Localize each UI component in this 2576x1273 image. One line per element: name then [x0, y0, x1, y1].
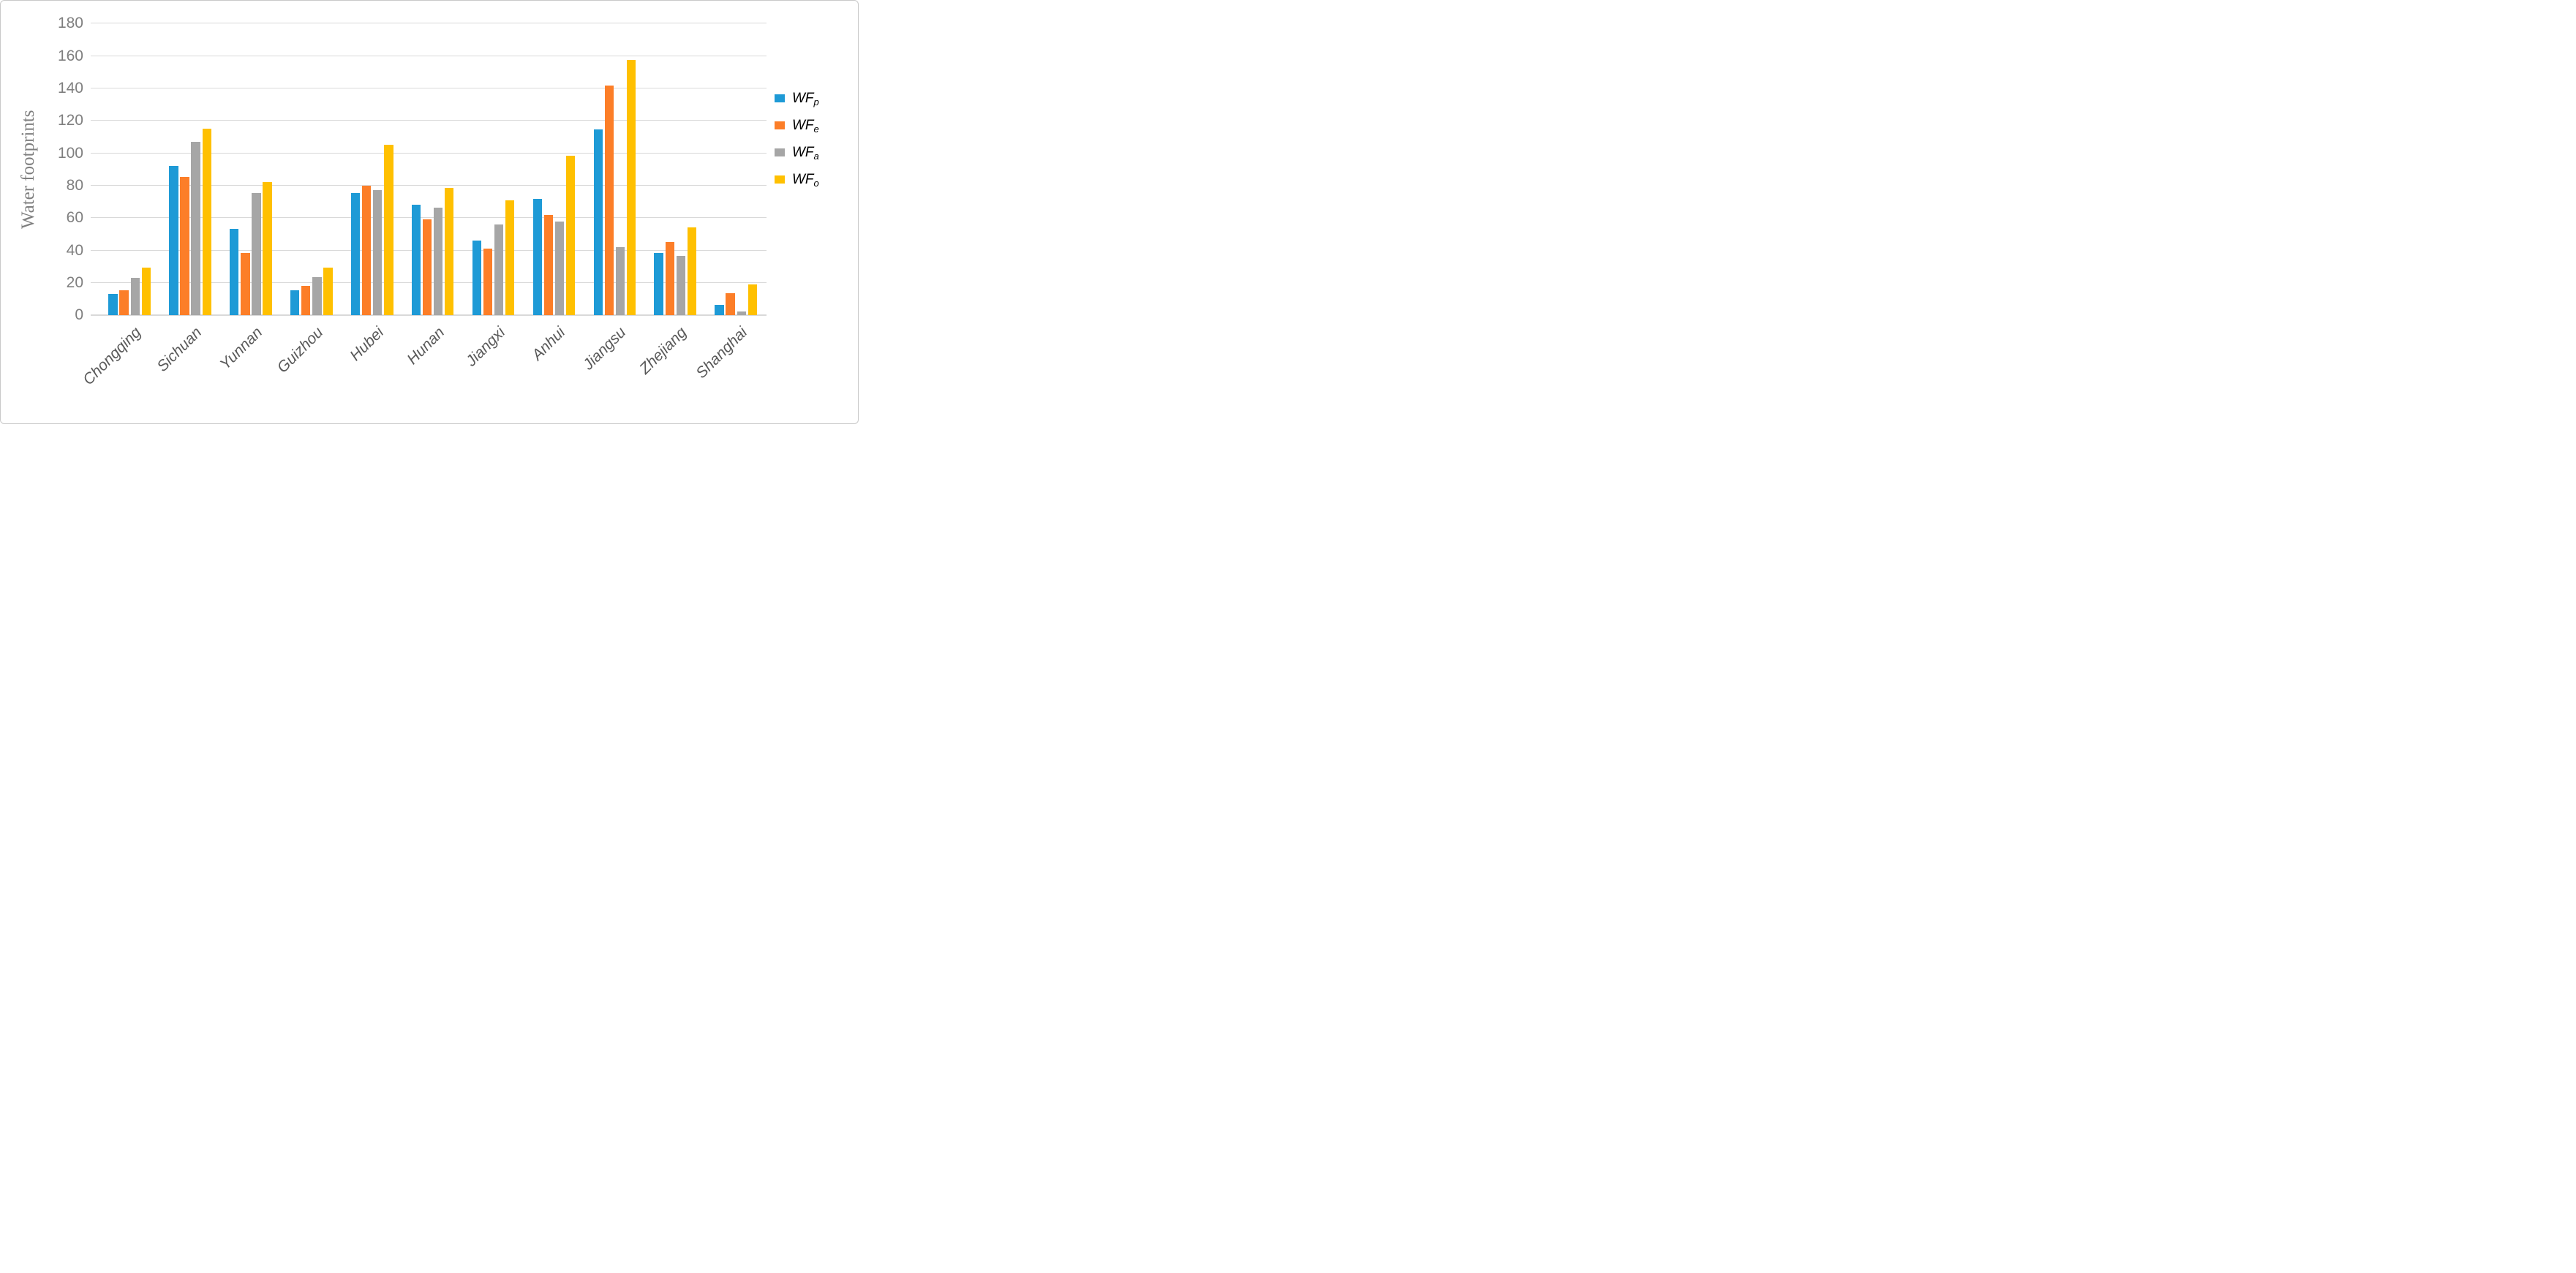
- bar-WF_a-Guizhou: [312, 276, 322, 315]
- plot-area: 0 20 40 60 80 100 120 140 160 180 Chongqing Sichuan…: [1, 1, 858, 423]
- bar-WF_p-Guizhou: [290, 290, 300, 315]
- gridline: [91, 152, 767, 154]
- bar-WF_p-Shanghai: [715, 305, 724, 315]
- y-tick-label: 40: [66, 241, 83, 259]
- bar-WF_p-Yunnan: [230, 229, 239, 315]
- y-tick-label: 140: [57, 79, 83, 97]
- legend-item-WF_a: WFa: [775, 144, 819, 162]
- bar-WF_p-Hubei: [350, 193, 361, 315]
- bar-WF_a-Hubei: [373, 190, 383, 315]
- legend-item-WF_p: WFp: [775, 90, 819, 107]
- y-tick-label: 100: [57, 144, 83, 162]
- legend-label-WF_o: WFo: [792, 171, 819, 189]
- bar-chart-figure: Water footprints 0 20 40 60 80 100 120 140 160 18…: [0, 0, 859, 424]
- x-axis-line: [91, 314, 767, 316]
- legend-item-WF_o: WFo: [775, 171, 819, 189]
- bar-WF_p-Zhejiang: [654, 253, 663, 315]
- bar-WF_o-Guizhou: [323, 268, 333, 315]
- bar-WF_o-Shanghai: [747, 284, 757, 315]
- bar-WF_p-Chongqing: [108, 293, 118, 315]
- bar-WF_o-Hubei: [384, 144, 393, 315]
- bar-WF_e-Yunnan: [241, 253, 250, 315]
- bar-WF_e-Jiangsu: [604, 86, 614, 315]
- bar-WF_p-Jiangxi: [472, 240, 482, 315]
- bar-WF_a-Hunan: [434, 208, 443, 315]
- bar-WF_e-Hubei: [362, 186, 372, 315]
- bar-WF_e-Shanghai: [726, 292, 735, 315]
- bar-WF_o-Yunnan: [263, 181, 272, 315]
- legend-label-WF_e: WFe: [792, 117, 819, 135]
- bar-WF_e-Zhejiang: [665, 241, 674, 315]
- y-tick-label: 160: [57, 47, 83, 64]
- y-tick-label: 20: [66, 273, 83, 291]
- legend-swatch-WF_p: [775, 94, 785, 102]
- bar-WF_o-Hunan: [445, 187, 454, 315]
- gridline: [91, 184, 767, 186]
- bar-WF_e-Jiangxi: [483, 248, 493, 315]
- legend-label-WF_a: WFa: [792, 144, 819, 162]
- bar-WF_e-Anhui: [543, 215, 554, 315]
- gridline: [91, 120, 767, 121]
- bar-WF_a-Anhui: [554, 222, 565, 315]
- bar-WF_e-Guizhou: [301, 285, 311, 315]
- legend: WFp WFe WFa WFo: [775, 90, 819, 198]
- legend-swatch-WF_a: [775, 148, 785, 156]
- bar-WF_o-Jiangsu: [626, 59, 636, 315]
- bar-WF_a-Chongqing: [130, 277, 140, 315]
- bar-WF_a-Shanghai: [737, 311, 746, 315]
- bar-WF_e-Hunan: [422, 219, 432, 315]
- y-tick-label: 60: [66, 209, 83, 227]
- bar-WF_a-Jiangxi: [494, 224, 504, 315]
- bar-WF_a-Jiangsu: [615, 246, 625, 315]
- bar-WF_p-Sichuan: [169, 165, 178, 315]
- legend-item-WF_e: WFe: [775, 117, 819, 135]
- bar-WF_e-Sichuan: [180, 177, 189, 315]
- y-tick-label: 120: [57, 112, 83, 129]
- bar-WF_p-Jiangsu: [593, 129, 603, 315]
- bar-WF_p-Anhui: [532, 199, 542, 315]
- y-tick-label: 80: [66, 176, 83, 194]
- bar-WF_e-Chongqing: [119, 290, 129, 315]
- bar-WF_a-Sichuan: [191, 141, 200, 315]
- legend-label-WF_p: WFp: [792, 90, 819, 107]
- y-tick-label: 180: [57, 15, 83, 32]
- gridline: [91, 217, 767, 219]
- bar-WF_o-Chongqing: [141, 268, 151, 315]
- bar-WF_o-Jiangxi: [505, 200, 515, 315]
- bar-WF_o-Anhui: [565, 156, 576, 315]
- bar-WF_a-Yunnan: [252, 193, 261, 315]
- legend-swatch-WF_e: [775, 121, 785, 129]
- bar-WF_o-Sichuan: [202, 128, 211, 315]
- bar-WF_p-Hunan: [411, 204, 421, 315]
- legend-swatch-WF_o: [775, 175, 785, 184]
- bar-WF_o-Zhejiang: [687, 227, 697, 315]
- bar-WF_a-Zhejiang: [676, 255, 685, 315]
- y-tick-label: 0: [75, 306, 83, 324]
